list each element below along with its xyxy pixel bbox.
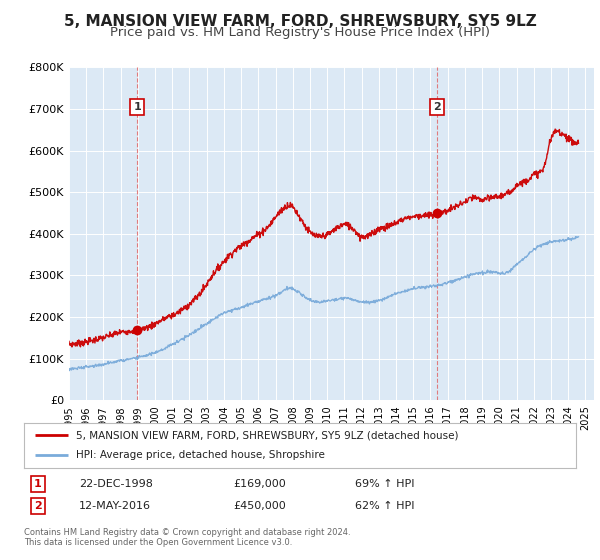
Text: 69% ↑ HPI: 69% ↑ HPI (355, 479, 415, 489)
Text: 5, MANSION VIEW FARM, FORD, SHREWSBURY, SY5 9LZ (detached house): 5, MANSION VIEW FARM, FORD, SHREWSBURY, … (76, 430, 459, 440)
Text: £169,000: £169,000 (234, 479, 287, 489)
Text: 12-MAY-2016: 12-MAY-2016 (79, 501, 151, 511)
Text: 2: 2 (34, 501, 41, 511)
Text: 2: 2 (433, 102, 440, 112)
Text: Contains HM Land Registry data © Crown copyright and database right 2024.: Contains HM Land Registry data © Crown c… (24, 528, 350, 536)
Text: HPI: Average price, detached house, Shropshire: HPI: Average price, detached house, Shro… (76, 450, 325, 460)
Text: £450,000: £450,000 (234, 501, 287, 511)
Text: Price paid vs. HM Land Registry's House Price Index (HPI): Price paid vs. HM Land Registry's House … (110, 26, 490, 39)
Text: 1: 1 (133, 102, 141, 112)
Text: 1: 1 (34, 479, 41, 489)
Text: 22-DEC-1998: 22-DEC-1998 (79, 479, 153, 489)
Text: 62% ↑ HPI: 62% ↑ HPI (355, 501, 415, 511)
Text: 5, MANSION VIEW FARM, FORD, SHREWSBURY, SY5 9LZ: 5, MANSION VIEW FARM, FORD, SHREWSBURY, … (64, 14, 536, 29)
Text: This data is licensed under the Open Government Licence v3.0.: This data is licensed under the Open Gov… (24, 538, 292, 547)
